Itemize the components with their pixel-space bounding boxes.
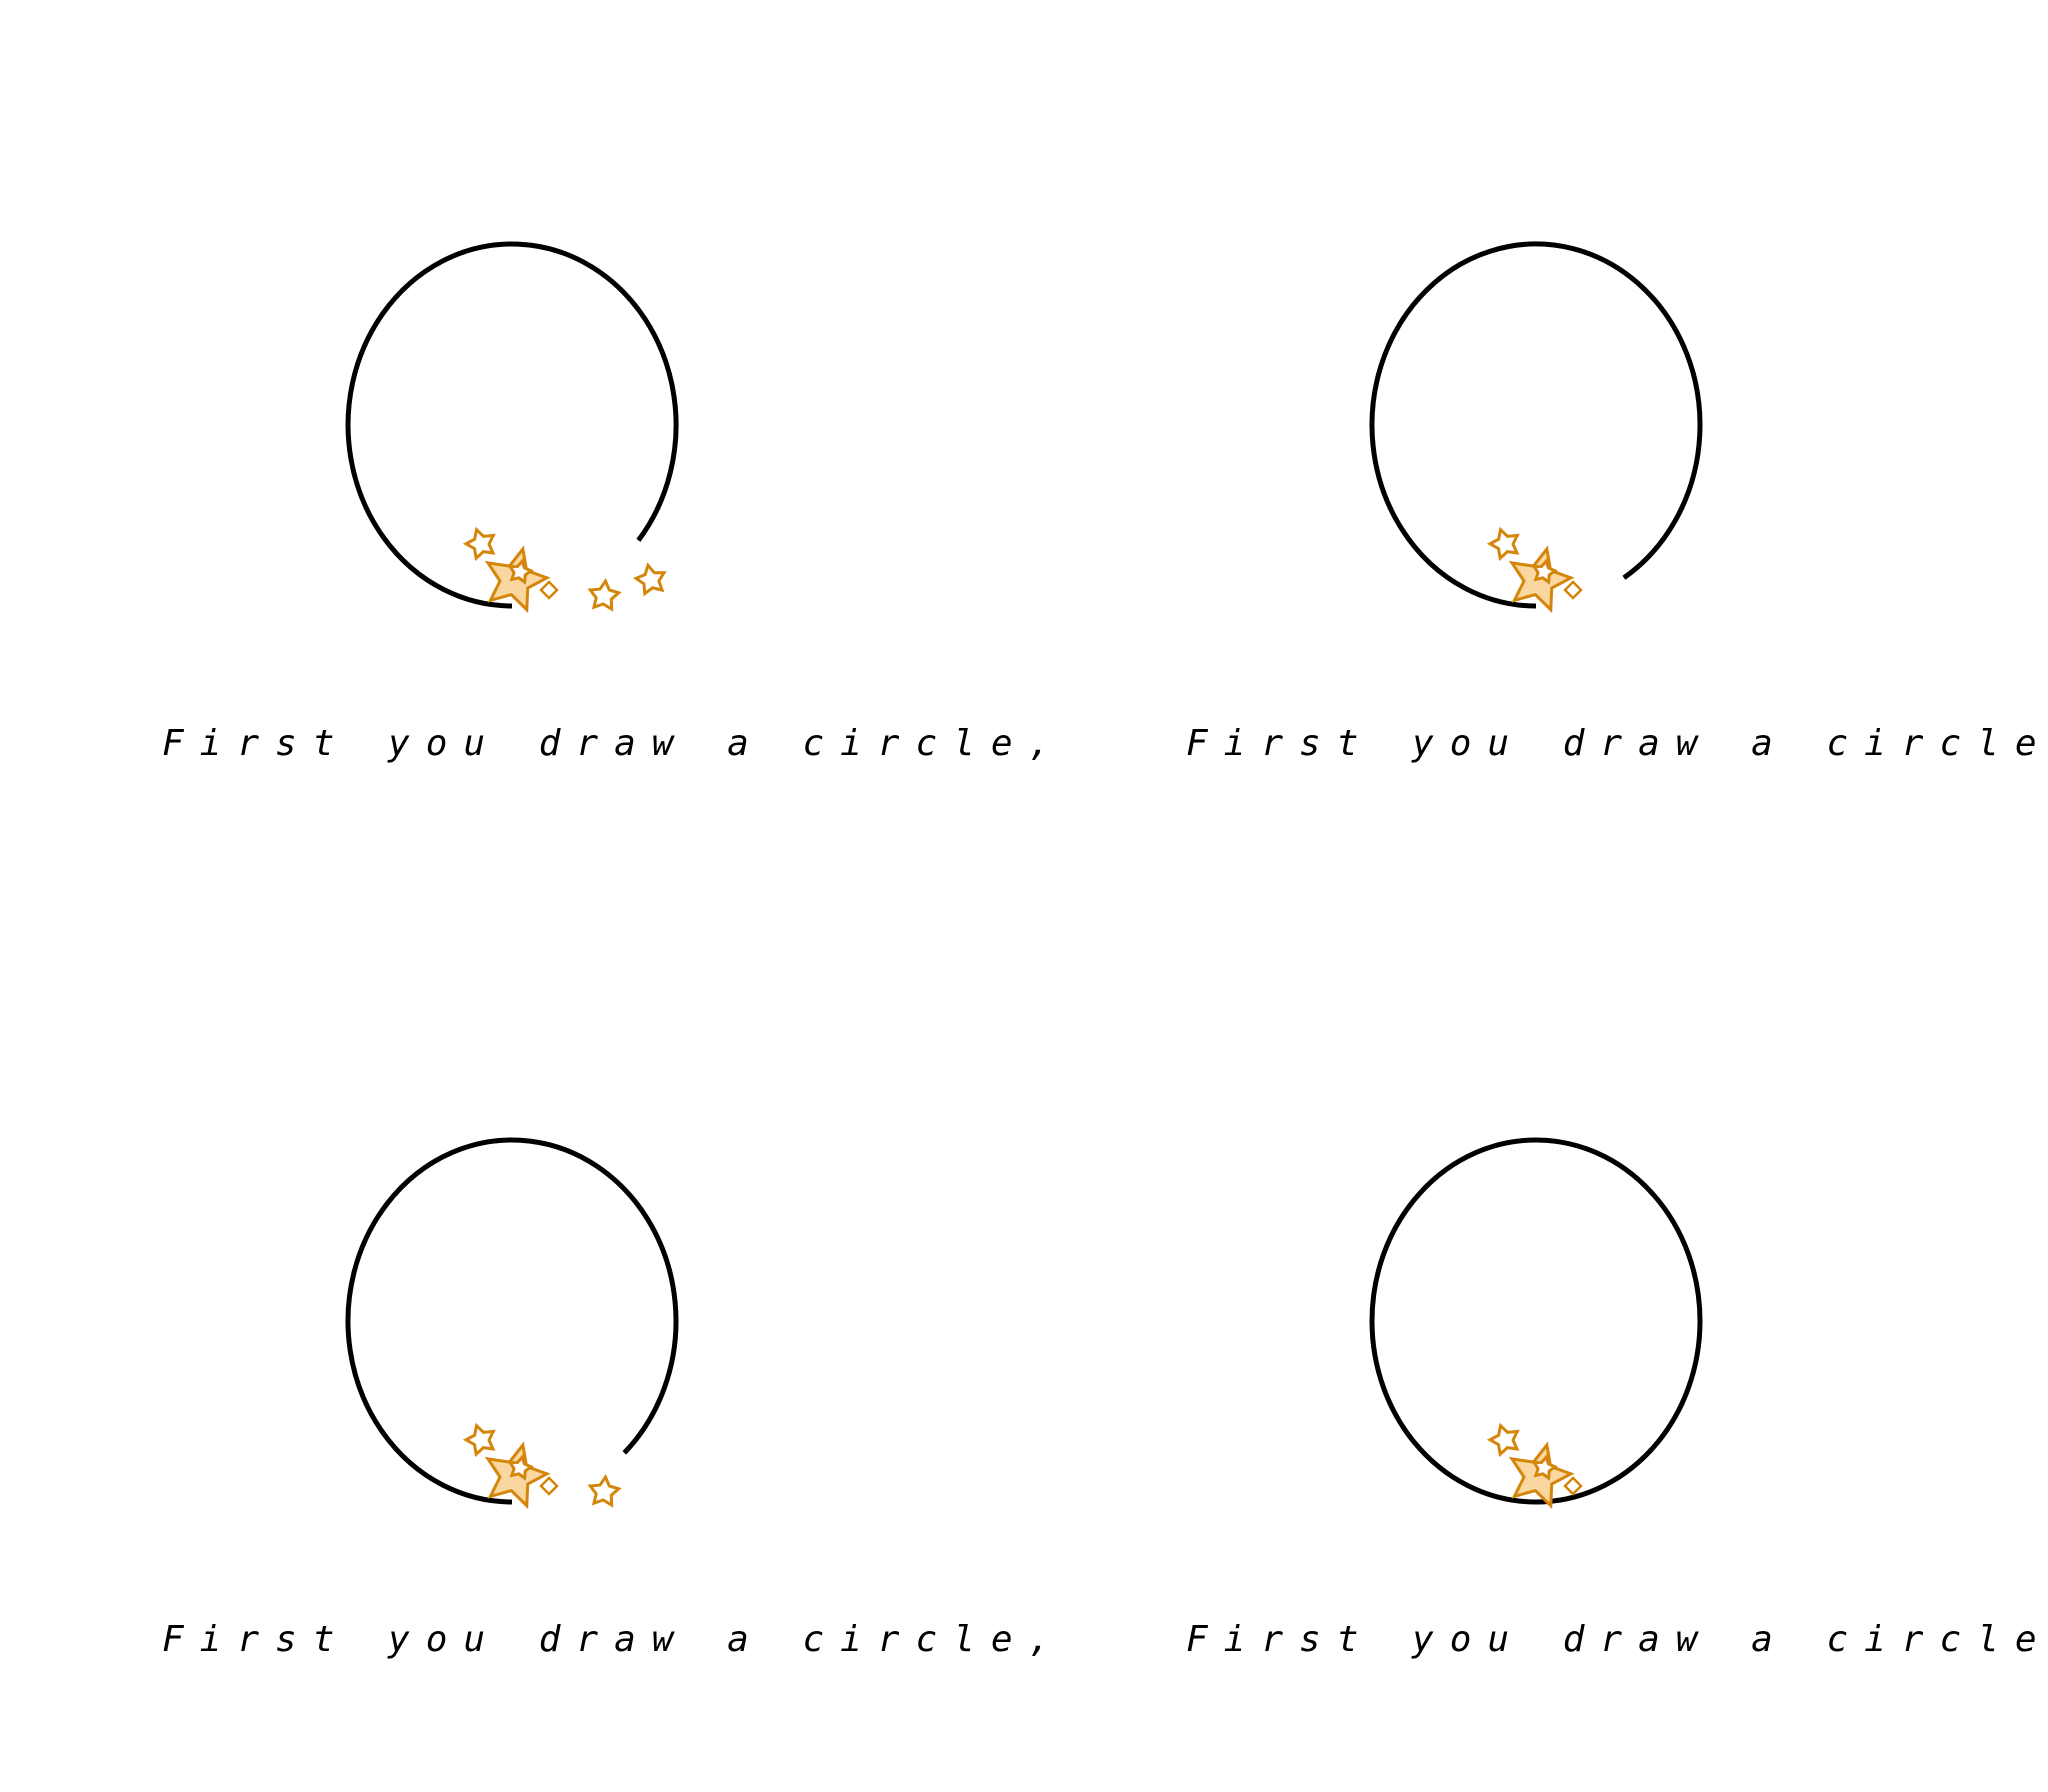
small-star-icon bbox=[1531, 558, 1558, 585]
caption-text: First you draw a circle, bbox=[1186, 723, 2048, 764]
trail-star-icon bbox=[633, 562, 667, 597]
circle-stroke bbox=[345, 1137, 679, 1505]
circle-stroke bbox=[1369, 1137, 1703, 1505]
caption-text: First you draw a circle, bbox=[162, 1619, 1067, 1660]
circle-drawing bbox=[1369, 1137, 1703, 1510]
circle-stroke bbox=[345, 241, 679, 609]
trail-star-icon bbox=[587, 578, 622, 612]
caption-text: First you draw a circle, bbox=[162, 723, 1067, 764]
small-star-icon bbox=[1531, 1454, 1558, 1481]
trail-star-icon bbox=[587, 1474, 622, 1508]
small-star-icon bbox=[462, 526, 496, 562]
frame-bottom-left: First you draw a circle, bbox=[0, 896, 1067, 1792]
small-star-icon bbox=[507, 558, 534, 585]
circle-drawing bbox=[1369, 241, 1703, 614]
caption-text: First you draw a circle, bbox=[1186, 1619, 2048, 1660]
sparkle-icon bbox=[1563, 1476, 1583, 1496]
sparkle-icon bbox=[539, 580, 559, 600]
small-star-icon bbox=[1486, 526, 1520, 562]
circle-drawing bbox=[345, 241, 679, 614]
small-star-icon bbox=[1486, 1422, 1520, 1458]
frame-top-left: First you draw a circle, bbox=[0, 0, 1067, 896]
circle-stroke bbox=[1369, 241, 1703, 609]
small-star-icon bbox=[462, 1422, 496, 1458]
sparkle-icon bbox=[1563, 580, 1583, 600]
frame-top-right: First you draw a circle, bbox=[1024, 0, 2048, 896]
circle-drawing bbox=[345, 1137, 679, 1510]
frame-bottom-right: First you draw a circle, bbox=[1024, 896, 2048, 1792]
small-star-icon bbox=[507, 1454, 534, 1481]
sparkle-icon bbox=[539, 1476, 559, 1496]
